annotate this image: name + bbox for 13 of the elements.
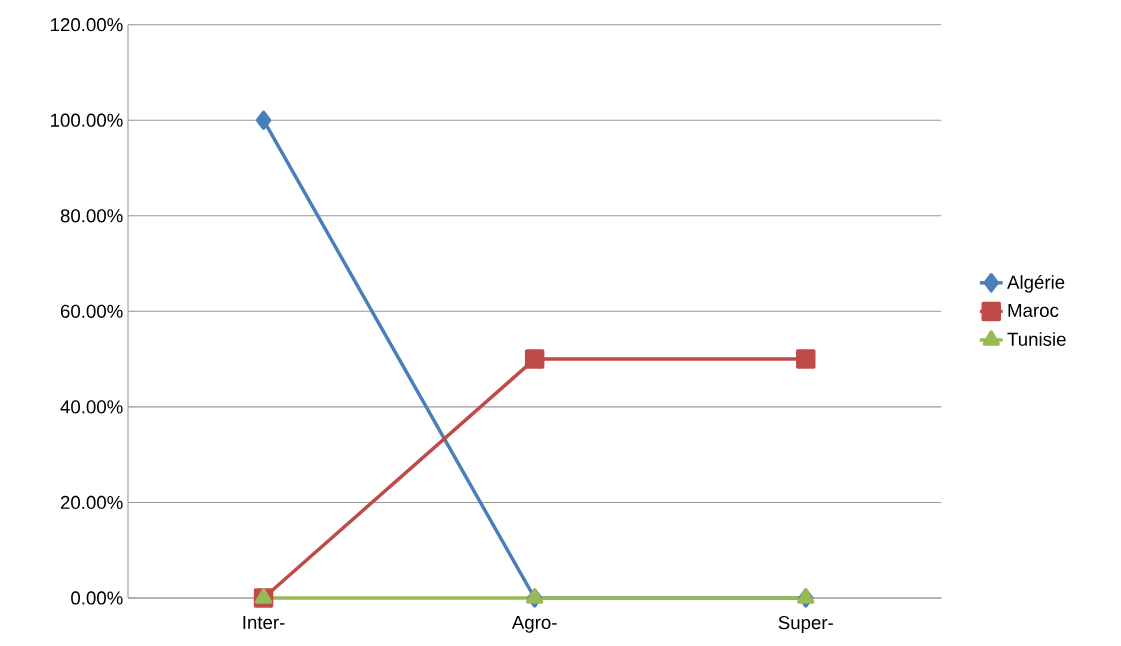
y-tick-label: 120.00% (51, 18, 123, 32)
y-tick-label: 60.00% (60, 304, 123, 318)
x-tick-label: Super- (778, 616, 833, 633)
y-tick-label: 80.00% (60, 209, 123, 223)
x-tick-label: Inter- (243, 616, 285, 630)
x-tick-label: Agro- (511, 616, 557, 633)
legend-label: Maroc (1008, 304, 1059, 318)
y-tick-label: 100.00% (51, 113, 123, 127)
legend-label: Algérie (1007, 274, 1065, 293)
legend-label: Tunisie (1007, 332, 1066, 346)
y-tick-label: 40.00% (60, 400, 123, 414)
y-tick-label: 0.00% (71, 591, 123, 605)
y-tick-label: 20.00% (60, 495, 123, 510)
